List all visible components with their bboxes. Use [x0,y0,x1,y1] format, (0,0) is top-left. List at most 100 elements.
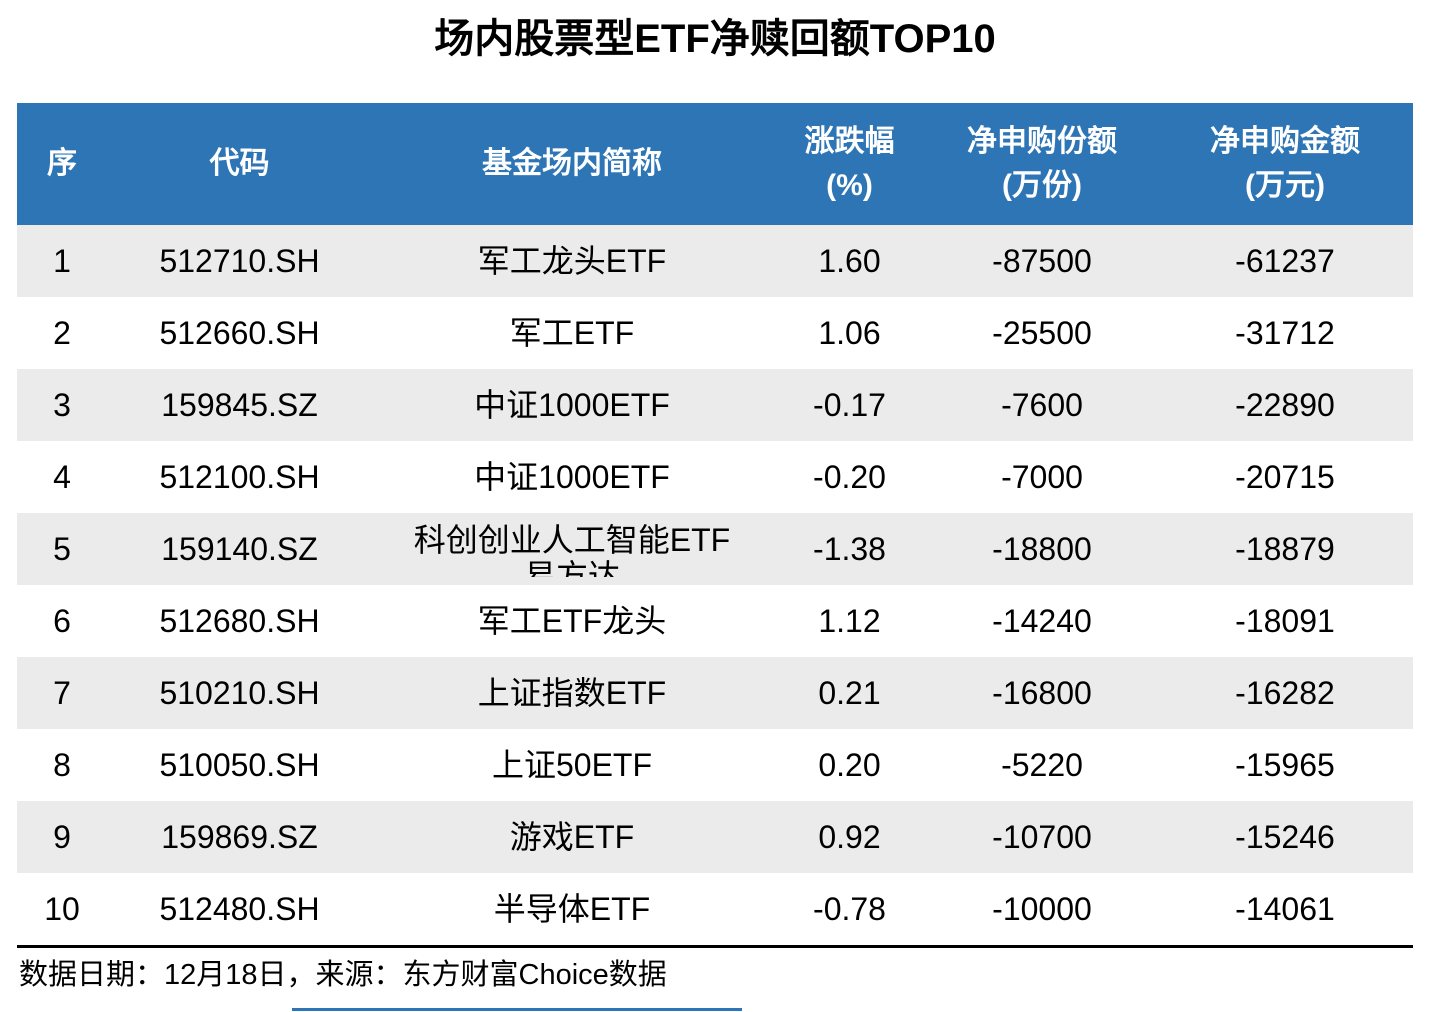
change-cell: 0.21 [818,674,881,711]
table-row: 10 512480.SH 半导体ETF -0.78 -10000 -14061 [17,873,1413,945]
name-cell: 军工ETF龙头 [372,585,772,657]
code-cell: 159845.SZ [161,386,318,423]
code-cell: 512660.SH [159,314,320,351]
rank-cell: 4 [53,458,71,495]
change-cell: 1.12 [818,602,881,639]
rank-cell: 2 [53,314,71,351]
col-header-rank-line1: 序 [47,147,77,180]
source-note: 数据日期：12月18日，来源：东方财富Choice数据 [19,959,667,991]
footer: 数据日期：12月18日，来源：东方财富Choice数据 [17,945,1413,994]
name-cell: 军工ETF [372,297,772,369]
code-cell: 512680.SH [159,602,320,639]
code-cell: 510210.SH [159,674,320,711]
name-cell: 游戏ETF [372,801,772,873]
net-shares-cell: -16800 [992,674,1092,711]
name-cell: 军工龙头ETF [372,225,772,297]
col-header-net-amount-line2: (万元) [1245,169,1325,202]
rank-cell: 9 [53,818,71,855]
net-shares-cell: -18800 [992,530,1092,567]
col-header-change-pct: 涨跌幅 (%) [772,103,927,225]
net-amount-cell: -20715 [1235,458,1335,495]
code-cell: 159869.SZ [161,818,318,855]
table-row: 3 159845.SZ 中证1000ETF -0.17 -7600 -22890 [17,369,1413,441]
net-amount-cell: -14061 [1235,890,1335,927]
code-cell: 512100.SH [159,458,320,495]
net-amount-cell: -15246 [1235,818,1335,855]
fund-name: 中证1000ETF [474,387,670,423]
fund-name: 游戏ETF [509,819,635,855]
fund-name: 科创创业人工智能ETF [413,521,731,558]
change-cell: 0.20 [818,746,881,783]
col-header-net-amount: 净申购金额 (万元) [1157,103,1413,225]
net-amount-cell: -16282 [1235,674,1335,711]
net-shares-cell: -7000 [1001,458,1083,495]
col-header-change-pct-line2: (%) [826,169,873,202]
fund-name-overflow: 易方达 [523,557,620,577]
col-header-code: 代码 [107,103,372,225]
table-row: 5 159140.SZ 科创创业人工智能ETF 易方达 -1.38 -18800 -1887… [17,513,1413,585]
etf-table: 序 代码 基金场内简称 涨跌幅 (%) 净申购份额 (万份) [17,103,1413,945]
net-shares-cell: -25500 [992,314,1092,351]
name-cell: 上证指数ETF [372,657,772,729]
fund-name: 军工ETF [509,315,635,351]
name-cell: 科创创业人工智能ETF 易方达 [372,513,772,585]
table-header-row: 序 代码 基金场内简称 涨跌幅 (%) 净申购份额 (万份) [17,103,1413,225]
col-header-rank: 序 [17,103,107,225]
net-shares-cell: -14240 [992,602,1092,639]
rank-cell: 7 [53,674,71,711]
table-row: 9 159869.SZ 游戏ETF 0.92 -10700 -15246 [17,801,1413,873]
fund-name: 军工龙头ETF [477,243,667,279]
etf-net-redemption-infographic: 场内股票型ETF净赎回额TOP10 序 代码 基金场内简称 [0,12,1430,1011]
col-header-net-shares-line1: 净申购份额 [967,125,1117,158]
net-amount-cell: -15965 [1235,746,1335,783]
code-cell: 510050.SH [159,746,320,783]
change-cell: 1.06 [818,314,881,351]
table-row: 1 512710.SH 军工龙头ETF 1.60 -87500 -61237 [17,225,1413,297]
fund-name: 军工ETF龙头 [477,603,667,639]
table-row: 2 512660.SH 军工ETF 1.06 -25500 -31712 [17,297,1413,369]
rank-cell: 1 [53,242,71,279]
fund-name: 中证1000ETF [474,459,670,495]
rank-cell: 3 [53,386,71,423]
change-cell: 0.92 [818,818,881,855]
table-row: 6 512680.SH 军工ETF龙头 1.12 -14240 -18091 [17,585,1413,657]
net-shares-cell: -7600 [1001,386,1083,423]
rank-cell: 10 [44,890,80,927]
rank-cell: 6 [53,602,71,639]
name-cell: 半导体ETF [372,873,772,945]
change-cell: -0.17 [813,386,886,423]
col-header-net-shares: 净申购份额 (万份) [927,103,1157,225]
col-header-fund-name: 基金场内简称 [372,103,772,225]
col-header-net-shares-line2: (万份) [1002,169,1082,202]
fund-name: 上证指数ETF [477,675,667,711]
rank-cell: 5 [53,530,71,567]
col-header-code-line1: 代码 [209,147,270,180]
change-cell: -1.38 [813,530,886,567]
net-shares-cell: -10000 [992,890,1092,927]
rank-cell: 8 [53,746,71,783]
name-cell: 中证1000ETF [372,441,772,513]
change-cell: -0.78 [813,890,886,927]
net-amount-cell: -18091 [1235,602,1335,639]
page-title: 场内股票型ETF净赎回额TOP10 [434,17,996,61]
fund-name: 半导体ETF [493,891,651,927]
table-row: 4 512100.SH 中证1000ETF -0.20 -7000 -20715 [17,441,1413,513]
table-row: 7 510210.SH 上证指数ETF 0.21 -16800 -16282 [17,657,1413,729]
change-cell: 1.60 [818,242,881,279]
fund-name: 上证50ETF [491,747,653,783]
net-amount-cell: -61237 [1235,242,1335,279]
net-shares-cell: -87500 [992,242,1092,279]
name-cell: 上证50ETF [372,729,772,801]
bottom-accent-line [292,1008,742,1011]
net-amount-cell: -18879 [1235,530,1335,567]
net-shares-cell: -10700 [992,818,1092,855]
change-cell: -0.20 [813,458,886,495]
col-header-fund-name-line1: 基金场内简称 [482,147,662,180]
code-cell: 512480.SH [159,890,320,927]
code-cell: 512710.SH [159,242,320,279]
col-header-change-pct-line1: 涨跌幅 [804,125,895,158]
name-cell: 中证1000ETF [372,369,772,441]
code-cell: 159140.SZ [161,530,318,567]
net-shares-cell: -5220 [1001,746,1083,783]
table-body: 1 512710.SH 军工龙头ETF 1.60 -87500 -61237 2 512660… [17,225,1413,945]
